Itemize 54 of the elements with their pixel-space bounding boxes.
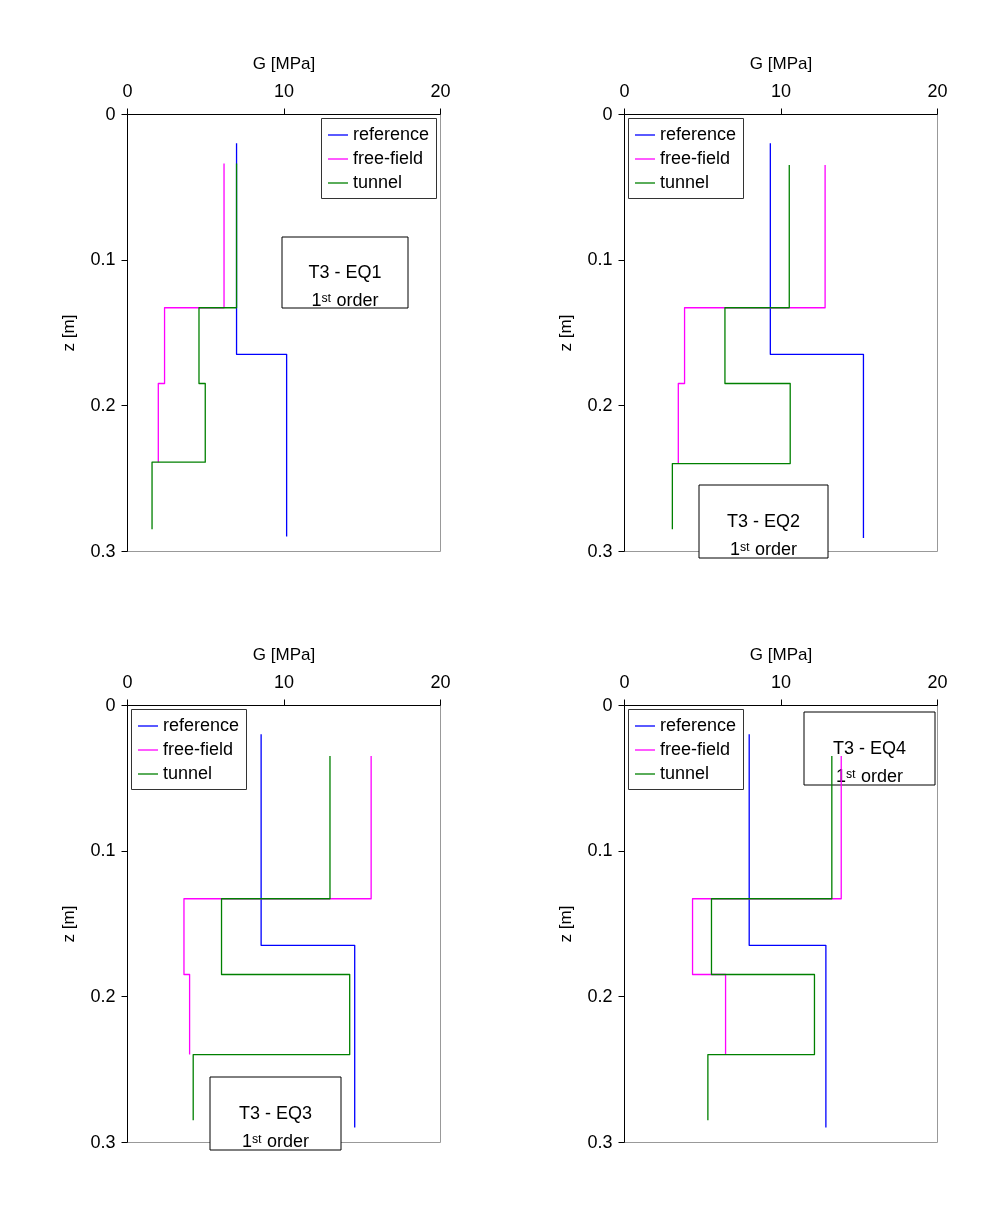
x-tick-label: 10: [770, 671, 792, 692]
y-tick-label: 0.3: [587, 1131, 613, 1152]
x-tick-label: 0: [619, 80, 630, 101]
y-tick-label: 0: [105, 694, 116, 715]
y-tick-label: 0.3: [587, 540, 613, 561]
y-tick-label: 0.2: [587, 985, 613, 1006]
line-series: [707, 755, 833, 1121]
x-tick-label: 0: [122, 80, 133, 101]
y-tick-label: 0.2: [90, 985, 116, 1006]
y-tick-label: 0: [105, 103, 116, 124]
y-tick-label: 0.1: [90, 840, 116, 861]
legend-label: tunnel: [660, 172, 710, 192]
y-tick-label: 0.3: [90, 540, 116, 561]
y-tick-label: 0.2: [587, 394, 613, 415]
annotation: T3 - EQ3 1ˢᵗ order: [238, 1102, 313, 1151]
x-tick-label: 20: [430, 80, 451, 101]
y-axis-title: z [m]: [59, 314, 79, 352]
y-tick-label: 0.1: [90, 249, 116, 270]
y-axis-title: z [m]: [556, 314, 576, 352]
x-axis-title: G [MPa]: [252, 644, 316, 664]
y-tick-label: 0.1: [587, 840, 613, 861]
x-tick-label: 0: [619, 671, 630, 692]
x-axis-title: G [MPa]: [749, 644, 813, 664]
y-axis-title: z [m]: [556, 905, 576, 943]
legend-label: free-field: [660, 148, 731, 168]
y-tick-label: 0.2: [90, 394, 116, 415]
x-tick-label: 10: [273, 671, 295, 692]
legend-label: reference: [163, 715, 240, 735]
x-axis-title: G [MPa]: [749, 53, 813, 73]
y-tick-label: 0: [602, 103, 613, 124]
y-tick-label: 0: [602, 694, 613, 715]
line-series: [157, 162, 225, 463]
x-axis-title: G [MPa]: [252, 53, 316, 73]
x-tick-label: 20: [430, 671, 451, 692]
x-tick-label: 10: [770, 80, 792, 101]
x-tick-label: 20: [927, 80, 948, 101]
annotation: T3 - EQ2 1ˢᵗ order: [726, 510, 801, 559]
legend-label: free-field: [660, 739, 731, 759]
annotation: T3 - EQ1 1ˢᵗ order: [308, 261, 382, 310]
legend-label: tunnel: [660, 763, 710, 783]
x-tick-label: 0: [122, 671, 133, 692]
x-tick-label: 10: [273, 80, 295, 101]
y-tick-label: 0.1: [587, 249, 613, 270]
y-axis-title: z [m]: [59, 905, 79, 943]
legend-label: tunnel: [353, 172, 403, 192]
legend-label: reference: [660, 124, 737, 144]
legend-label: free-field: [163, 739, 234, 759]
legend-label: free-field: [353, 148, 424, 168]
legend-label: reference: [660, 715, 737, 735]
legend-label: tunnel: [163, 763, 213, 783]
legend-label: reference: [353, 124, 430, 144]
y-tick-label: 0.3: [90, 1131, 116, 1152]
x-tick-label: 20: [927, 671, 948, 692]
line-series: [151, 162, 238, 530]
